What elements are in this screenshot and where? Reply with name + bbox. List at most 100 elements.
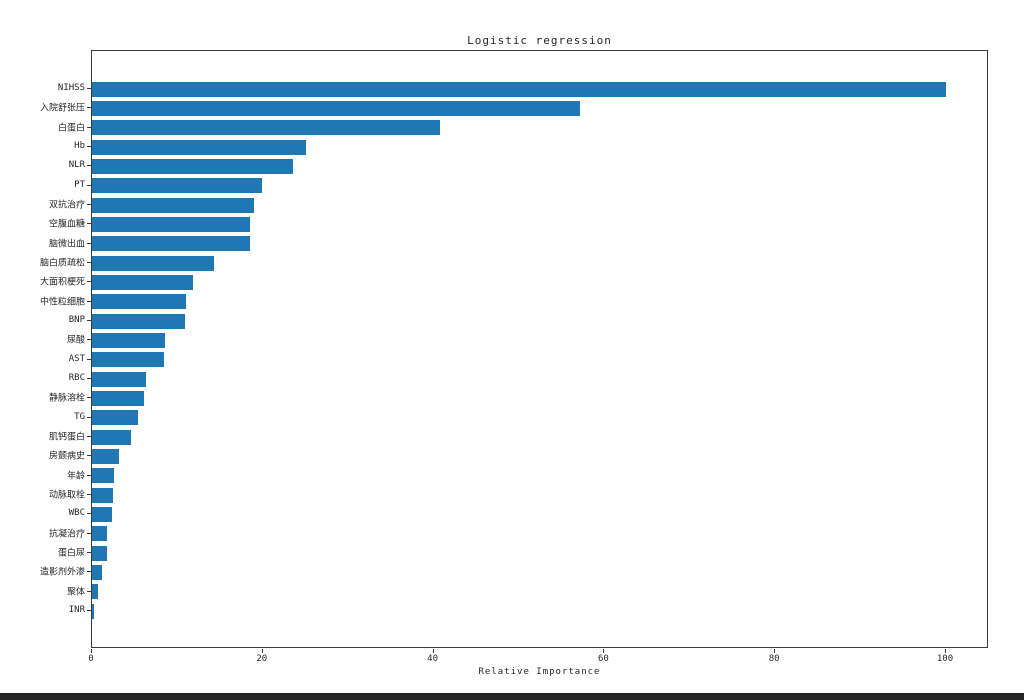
y-axis-label: 静脉溶栓 [48,393,85,404]
y-axis-label: 脑白质疏松 [39,258,85,269]
bar-年龄 [92,468,115,484]
y-axis-label: 造影剂外渗 [39,567,85,578]
y-axis-label: 动脉取栓 [48,490,85,501]
bar-WBC [92,506,113,522]
bar-抗凝治疗 [92,526,108,542]
bar-空腹血糖 [92,216,250,232]
y-tick-mark [87,223,91,225]
y-axis-label: NIHSS [57,83,85,93]
y-tick-mark [87,532,91,534]
bar-BNP [92,313,186,329]
y-tick-mark [87,610,91,611]
y-tick-mark [87,436,91,437]
x-tick-mark [603,649,605,653]
y-axis-label: 肌钙蛋白 [48,432,85,443]
bar-造影剂外渗 [92,564,103,580]
bar-尿酸 [92,332,165,348]
y-tick-mark [87,88,91,89]
y-tick-mark [87,513,91,515]
y-axis-label: 聚体 [66,587,85,598]
bar-静脉溶栓 [92,390,145,406]
y-tick-mark [87,358,91,360]
bottom-window-edge [0,693,1024,700]
y-axis-label: RBC [68,373,85,383]
plot-area [91,50,988,648]
y-axis-label: NLR [68,160,85,171]
bar-NIHSS [92,81,946,97]
y-tick-mark [87,281,91,283]
y-tick-mark [87,378,91,379]
x-tick-label: 60 [597,654,609,664]
y-tick-mark [87,590,91,592]
y-tick-mark [87,204,91,205]
x-tick-label: 40 [427,654,439,664]
bar-中性粒细胞 [92,294,186,310]
x-tick-mark [91,649,92,653]
y-tick-mark [87,494,91,495]
bar-NLR [92,158,293,174]
x-tick-label: 80 [768,654,780,664]
y-axis-label: 空腹血糖 [48,219,85,230]
y-tick-mark [87,339,91,341]
y-tick-mark [87,320,91,321]
y-tick-mark [87,146,91,147]
bar-大面积梗死 [92,274,193,290]
y-tick-mark [87,416,91,418]
y-tick-mark [87,474,91,476]
x-axis-label: Relative Importance [478,667,601,677]
y-axis-label: TG [74,411,85,422]
y-axis-label: PT [74,179,85,190]
y-axis-label: BNP [68,315,85,325]
bar-双抗治疗 [92,197,255,213]
y-tick-mark [87,184,91,186]
y-axis-label: 房颤病史 [48,451,85,462]
bar-脑白质疏松 [92,255,215,271]
x-tick-label: 20 [256,654,268,664]
x-tick-label: 100 [936,654,954,664]
y-axis-label: 脑微出血 [48,239,85,250]
y-axis-label: INR [68,605,85,615]
bar-Hb [92,139,306,155]
bar-入院舒张压 [92,100,581,116]
y-tick-mark [87,242,91,244]
y-axis-label: 中性粒细胞 [39,297,85,308]
x-tick-mark [774,649,776,653]
bar-TG [92,410,139,426]
bar-PT [92,178,262,194]
y-tick-mark [87,455,91,457]
y-tick-mark [87,165,91,167]
y-tick-mark [87,107,91,109]
y-axis-label: 抗凝治疗 [48,529,85,540]
y-tick-mark [87,300,91,302]
bar-脑微出血 [92,236,250,252]
y-tick-mark [87,397,91,399]
chart-title: Logistic regression [467,34,612,47]
x-tick-label: 0 [88,654,94,664]
y-axis-label: WBC [68,508,85,519]
bar-白蛋白 [92,120,441,136]
bar-动脉取栓 [92,487,114,503]
bar-蛋白尿 [92,545,108,561]
bar-AST [92,352,164,368]
y-tick-mark [87,552,91,553]
bar-INR [92,603,94,619]
x-tick-mark [261,649,263,653]
y-axis-label: AST [68,353,85,364]
y-tick-mark [87,571,91,573]
bar-聚体 [92,584,98,600]
y-axis-label: 大面积梗死 [39,277,85,288]
y-axis-label: 入院舒张压 [39,103,85,114]
y-axis-label: Hb [74,141,85,151]
y-axis-label: 年龄 [66,471,85,482]
bar-RBC [92,371,146,387]
y-tick-mark [87,262,91,263]
y-axis-label: 双抗治疗 [48,200,85,211]
y-axis-label: 白蛋白 [57,123,85,134]
y-axis-label: 尿酸 [66,335,85,346]
x-tick-mark [945,649,946,653]
y-tick-mark [87,126,91,128]
bar-房颤病史 [92,448,120,464]
bar-肌钙蛋白 [92,429,132,445]
x-tick-mark [432,649,434,653]
